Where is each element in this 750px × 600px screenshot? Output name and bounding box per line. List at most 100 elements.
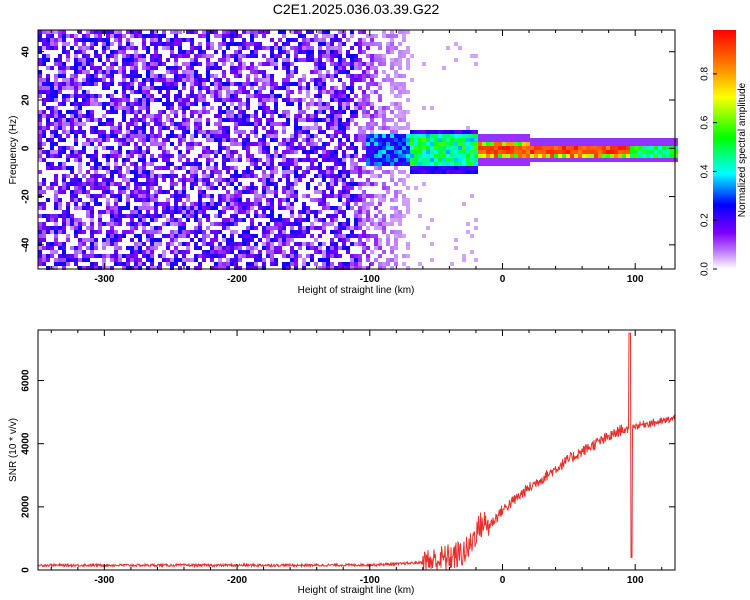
spectrogram-cell [530, 154, 534, 158]
spectrogram-cell [398, 62, 402, 66]
spectrogram-cell [474, 170, 478, 174]
spectrogram-cell [262, 146, 266, 150]
spectrogram-cell [350, 242, 354, 246]
spectrogram-cell [78, 58, 82, 62]
spectrogram-cell [102, 106, 106, 110]
spectrogram-cell [66, 262, 70, 266]
spectrogram-cell [90, 230, 94, 234]
spectrogram-cell [126, 214, 130, 218]
spectrogram-cell [174, 254, 178, 258]
spectrogram-cell [354, 74, 358, 78]
spectrogram-cell [86, 70, 90, 74]
spectrogram-cell [390, 50, 394, 54]
spectrogram-cell [178, 98, 182, 102]
spectrogram-cell [362, 170, 366, 174]
spectrogram-cell [374, 226, 378, 230]
spectrogram-cell [66, 98, 70, 102]
spectrogram-cell [326, 182, 330, 186]
spectrogram-cell [50, 142, 54, 146]
spectrogram-cell [626, 154, 630, 158]
spectrogram-cell [194, 70, 198, 74]
spectrogram-cell [446, 138, 450, 142]
spectrogram-cell [170, 170, 174, 174]
spectrogram-cell [378, 142, 382, 146]
spectrogram-cell [298, 214, 302, 218]
spectrogram-cell [54, 150, 58, 154]
spectrogram-cell [114, 170, 118, 174]
spectrogram-cell [70, 118, 74, 122]
spectrogram-cell [382, 54, 386, 58]
spectrogram-cell [302, 266, 306, 270]
spectrogram-cell [70, 190, 74, 194]
spectrogram-cell [290, 194, 294, 198]
spectrogram-cell [358, 174, 362, 178]
spectrogram-cell [178, 178, 182, 182]
spectrogram-cell [306, 142, 310, 146]
spectrogram-cell [214, 154, 218, 158]
spectrogram-cell [90, 262, 94, 266]
spectrogram-cell [662, 158, 666, 162]
spectrogram-cell [198, 98, 202, 102]
spectrogram-cell [142, 206, 146, 210]
spectrogram-cell [218, 258, 222, 262]
spectrogram-cell [266, 174, 270, 178]
spectrogram-cell [190, 70, 194, 74]
spectrogram-cell [214, 34, 218, 38]
spectrogram-cell [262, 162, 266, 166]
spectrogram-cell [402, 118, 406, 122]
spectrogram-cell [162, 82, 166, 86]
spectrogram-cell [622, 150, 626, 154]
spectrogram-cell [670, 150, 674, 154]
spectrogram-cell [42, 226, 46, 230]
spectrogram-cell [242, 66, 246, 70]
spectrogram-cell [342, 134, 346, 138]
spectrogram-cell [146, 134, 150, 138]
spectrogram-cell [366, 202, 370, 206]
spectrogram-cell [246, 202, 250, 206]
spectrogram-cell [190, 258, 194, 262]
spectrogram-cell [466, 126, 470, 130]
spectrogram-cell [346, 62, 350, 66]
spectrogram-cell [318, 218, 322, 222]
spectrogram-cell [354, 58, 358, 62]
spectrogram-cell [286, 194, 290, 198]
spectrogram-cell [114, 38, 118, 42]
spectrogram-cell [354, 150, 358, 154]
spectrogram-cell [38, 130, 42, 134]
spectrogram-cell [194, 58, 198, 62]
spectrogram-cell [70, 34, 74, 38]
spectrogram-cell [198, 74, 202, 78]
spectrogram-cell [162, 178, 166, 182]
spectrogram-cell [570, 146, 574, 150]
spectrogram-cell [150, 142, 154, 146]
spectrogram-cell [294, 114, 298, 118]
spectrogram-cell [158, 154, 162, 158]
spectrogram-cell [358, 98, 362, 102]
spectrogram-cell [214, 254, 218, 258]
spectrogram-cell [602, 142, 606, 146]
spectrogram-cell [166, 162, 170, 166]
spectrogram-cell [390, 230, 394, 234]
spectrogram-cell [198, 54, 202, 58]
spectrogram-cell [302, 38, 306, 42]
spectrogram-cell [274, 134, 278, 138]
spectrogram-cell [138, 98, 142, 102]
spectrogram-cell [282, 30, 286, 34]
spectrogram-cell [162, 174, 166, 178]
spectrogram-cell [522, 146, 526, 150]
spectrogram-cell [282, 150, 286, 154]
spectrogram-cell [390, 34, 394, 38]
spectrogram-cell [230, 30, 234, 34]
spectrogram-cell [294, 138, 298, 142]
spectrogram-cell [350, 194, 354, 198]
spectrogram-cell [70, 194, 74, 198]
spectrogram-cell [362, 114, 366, 118]
spectrogram-cell [366, 258, 370, 262]
spectrogram-cell [142, 170, 146, 174]
spectrogram-cell [126, 46, 130, 50]
spectrogram-cell [298, 178, 302, 182]
spectrogram-cell [218, 46, 222, 50]
spectrogram-cell [270, 98, 274, 102]
spectrogram-cell [90, 102, 94, 106]
spectrogram-cell [410, 166, 414, 170]
